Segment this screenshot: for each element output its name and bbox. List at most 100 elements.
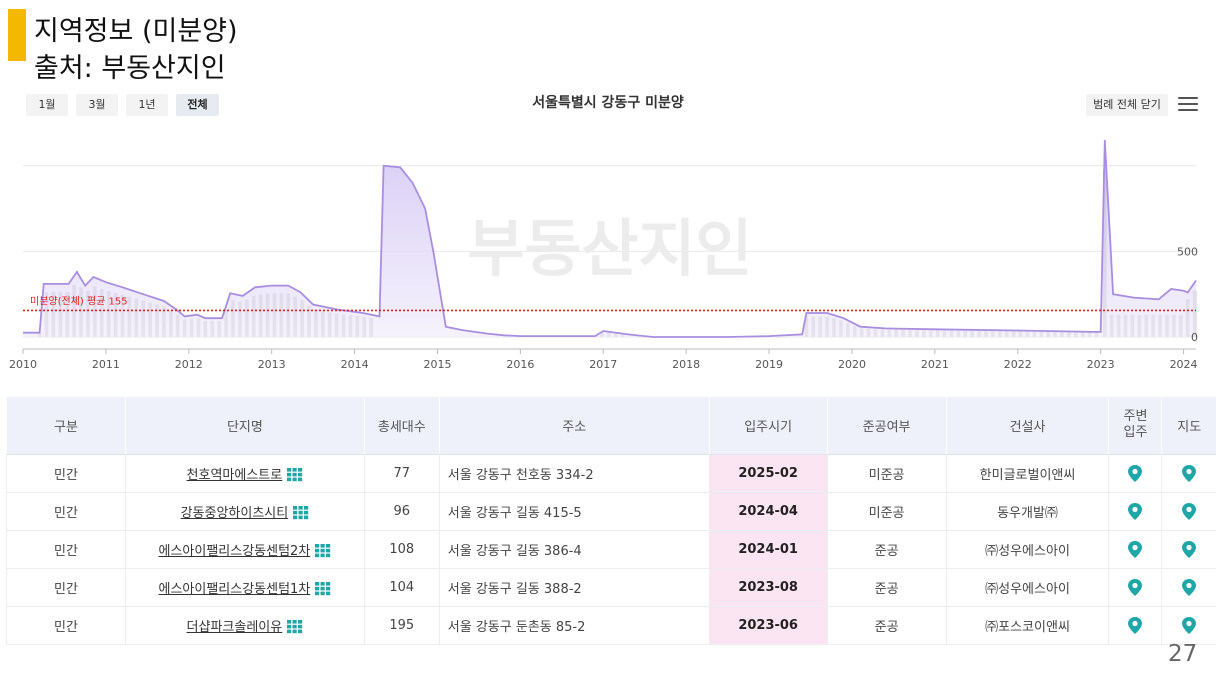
map-pin-icon[interactable] <box>1182 616 1197 634</box>
slide-title: 지역정보 (미분양) <box>34 16 238 47</box>
x-tick-label: 2012 <box>175 358 203 371</box>
cell-map <box>1161 606 1216 645</box>
cell-complex-name: 천호역마에스트로 <box>124 454 365 493</box>
chart-title: 서울특별시 강동구 미분양 <box>532 95 684 111</box>
x-tick-label: 2016 <box>506 358 534 371</box>
cell-status: 미준공 <box>826 454 947 493</box>
x-tick-label: 2020 <box>838 358 866 371</box>
header-map: 지도 <box>1161 397 1216 455</box>
header-address: 주소 <box>438 397 710 455</box>
cell-status: 준공 <box>826 568 947 607</box>
cell-builder: ㈜포스코이앤씨 <box>945 606 1109 645</box>
table-header-row: 구분 단지명 총세대수 주소 입주시기 준공여부 건설사 주변 입주 지도 <box>6 397 1216 455</box>
complex-name-link[interactable]: 에스아이팰리스강동센텀2차 <box>158 543 311 559</box>
cell-map <box>1161 568 1216 607</box>
cell-nearby <box>1108 454 1162 493</box>
y-tick-label: 0 <box>1191 331 1198 344</box>
complex-name-link[interactable]: 천호역마에스트로 <box>186 467 283 483</box>
complex-name-link[interactable]: 에스아이팰리스강동센텀1차 <box>158 581 311 597</box>
table-row: 민간 더샵파크솔레이유 195 서울 강동구 둔촌동 85-2 2023-06 준공 ㈜포스… <box>6 606 1216 645</box>
cell-type: 민간 <box>6 530 126 569</box>
complex-name-link[interactable]: 강동중앙하이츠시티 <box>180 505 289 521</box>
legend-toggle-button[interactable]: 범례 전체 닫기 <box>1086 94 1168 116</box>
nearby-pin-icon[interactable] <box>1128 464 1143 482</box>
cell-units: 104 <box>363 568 440 607</box>
nearby-pin-icon[interactable] <box>1128 540 1143 558</box>
cell-complex-name: 더샵파크솔레이유 <box>124 606 365 645</box>
cell-map <box>1161 454 1216 493</box>
cell-nearby <box>1108 530 1162 569</box>
map-pin-icon[interactable] <box>1182 540 1197 558</box>
cell-builder: ㈜성우에스아이 <box>945 530 1109 569</box>
x-tick-label: 2011 <box>92 358 120 371</box>
header-units: 총세대수 <box>363 397 440 455</box>
cell-map <box>1161 530 1216 569</box>
cell-complex-name: 에스아이팰리스강동센텀1차 <box>124 568 365 607</box>
x-tick-label: 2024 <box>1170 358 1198 371</box>
period-button-3m[interactable]: 3월 <box>76 94 118 116</box>
complex-grid-icon[interactable] <box>287 468 303 482</box>
x-tick-label: 2019 <box>755 358 783 371</box>
unsold-chart: 부동산지인 미분양(전체) 평균 155 2010 2011 2012 2013 201… <box>9 139 1198 371</box>
x-tick-label: 2022 <box>1004 358 1032 371</box>
cell-nearby <box>1108 492 1162 531</box>
x-tick-label: 2021 <box>921 358 949 371</box>
table-row: 민간 에스아이팰리스강동센텀1차 104 서울 강동구 길동 388-2 2023-08… <box>6 568 1216 607</box>
cell-move-in: 2023-06 <box>708 606 828 645</box>
complex-grid-icon[interactable] <box>315 544 331 558</box>
title-accent-bar <box>8 9 26 61</box>
cell-move-in: 2023-08 <box>708 568 828 607</box>
map-pin-icon[interactable] <box>1182 502 1197 520</box>
cell-units: 77 <box>363 454 440 493</box>
complex-grid-icon[interactable] <box>315 582 331 596</box>
cell-nearby <box>1108 568 1162 607</box>
table-row: 민간 강동중앙하이츠시티 96 서울 강동구 길동 415-5 2024-04 미준공 동우… <box>6 492 1216 531</box>
cell-move-in: 2025-02 <box>708 454 828 493</box>
hamburger-menu-icon[interactable] <box>1178 97 1198 113</box>
map-pin-icon[interactable] <box>1182 464 1197 482</box>
cell-builder: 한미글로벌이앤씨 <box>945 454 1109 493</box>
table-row: 민간 천호역마에스트로 77 서울 강동구 천호동 334-2 2025-02 미준공 한미… <box>6 454 1216 493</box>
complex-grid-icon[interactable] <box>287 620 303 634</box>
watermark-logo: 부동산지인 <box>467 212 752 285</box>
complex-name-link[interactable]: 더샵파크솔레이유 <box>186 619 283 635</box>
header-type: 구분 <box>6 397 126 455</box>
cell-type: 민간 <box>6 454 126 493</box>
slide-source: 출처: 부동산지인 <box>34 53 226 84</box>
nearby-pin-icon[interactable] <box>1128 502 1143 520</box>
period-button-1y[interactable]: 1년 <box>126 94 168 116</box>
page-number: 27 <box>1168 641 1198 667</box>
x-tick-label: 2015 <box>423 358 451 371</box>
header-builder: 건설사 <box>945 397 1109 455</box>
cell-address: 서울 강동구 천호동 334-2 <box>438 454 710 493</box>
average-line-label: 미분양(전체) 평균 155 <box>30 295 128 307</box>
cell-units: 108 <box>363 530 440 569</box>
x-tick-label: 2018 <box>672 358 700 371</box>
x-tick-label: 2014 <box>341 358 369 371</box>
header-nearby: 주변 입주 <box>1108 397 1162 455</box>
cell-status: 준공 <box>826 530 947 569</box>
period-button-1m[interactable]: 1월 <box>26 94 68 116</box>
x-tick-label: 2017 <box>589 358 617 371</box>
cell-complex-name: 강동중앙하이츠시티 <box>124 492 365 531</box>
header-complex-name: 단지명 <box>124 397 365 455</box>
cell-units: 96 <box>363 492 440 531</box>
cell-move-in: 2024-04 <box>708 492 828 531</box>
cell-builder: 동우개발㈜ <box>945 492 1109 531</box>
cell-type: 민간 <box>6 606 126 645</box>
x-tick-label: 2023 <box>1087 358 1115 371</box>
cell-builder: ㈜성우에스아이 <box>945 568 1109 607</box>
cell-address: 서울 강동구 둔촌동 85-2 <box>438 606 710 645</box>
header-status: 준공여부 <box>826 397 947 455</box>
nearby-pin-icon[interactable] <box>1128 578 1143 596</box>
map-pin-icon[interactable] <box>1182 578 1197 596</box>
cell-complex-name: 에스아이팰리스강동센텀2차 <box>124 530 365 569</box>
cell-move-in: 2024-01 <box>708 530 828 569</box>
x-tick-label: 2010 <box>9 358 37 371</box>
period-button-all[interactable]: 전체 <box>176 94 219 116</box>
series-area <box>23 140 1196 337</box>
x-tick-label: 2013 <box>258 358 286 371</box>
cell-nearby <box>1108 606 1162 645</box>
nearby-pin-icon[interactable] <box>1128 616 1143 634</box>
complex-grid-icon[interactable] <box>293 506 309 520</box>
